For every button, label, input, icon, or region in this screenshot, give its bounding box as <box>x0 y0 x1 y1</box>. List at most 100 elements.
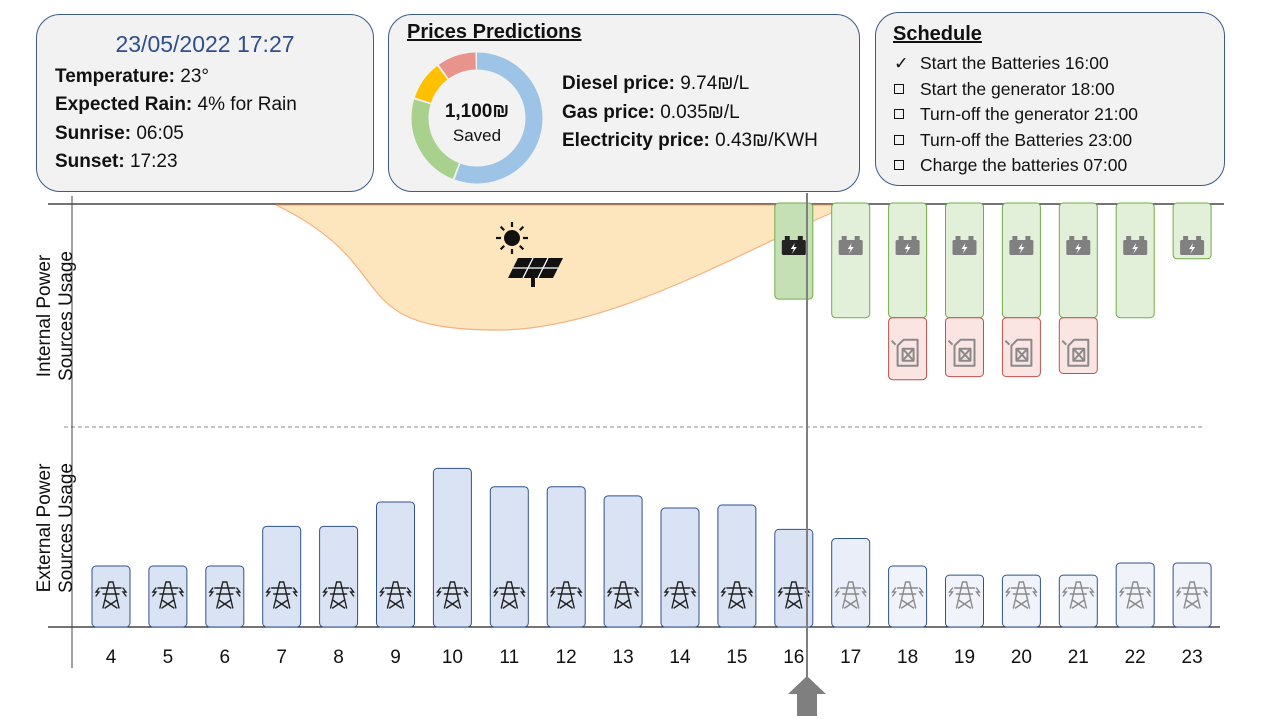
hour-tick-label: 6 <box>219 647 231 668</box>
hour-tick-label: 10 <box>441 647 463 668</box>
external-usage-bar <box>148 565 188 628</box>
internal-axis-title-line1: Internal Power <box>34 254 55 378</box>
hour-tick-label: 13 <box>612 647 634 668</box>
power-tower-icon <box>379 581 412 609</box>
prices-panel: Prices Predictions 1,100₪ Saved Diesel p… <box>388 14 860 192</box>
schedule-item: ✓ Start the Batteries 16:00 <box>894 53 1109 74</box>
power-tower-icon <box>492 581 526 609</box>
checkbox-icon <box>894 155 920 176</box>
external-usage-bar <box>319 525 359 628</box>
power-tower-icon <box>322 581 355 609</box>
hour-tick-label: 8 <box>333 647 344 668</box>
hour-tick-label: 21 <box>1067 647 1089 668</box>
diesel-price-row: Diesel price: 9.74₪/L <box>562 73 749 95</box>
rain-row: Expected Rain: 4% for Rain <box>55 94 297 116</box>
external-usage-bar <box>660 507 700 628</box>
power-tower-icon <box>606 581 640 609</box>
external-axis-title-line1: External Power <box>34 463 55 593</box>
external-usage-bar <box>1058 574 1098 628</box>
hour-tick-label: 15 <box>726 647 748 668</box>
hour-tick-label: 17 <box>840 647 862 668</box>
fuel-can-icon <box>947 338 976 367</box>
donut-segment <box>411 52 543 184</box>
diesel-value: 9.74₪/L <box>680 73 750 94</box>
gas-price-row: Gas price: 0.035₪/L <box>562 102 740 124</box>
solar-production-area <box>275 204 851 331</box>
external-usage-bar <box>717 504 757 628</box>
hour-tick-label: 7 <box>276 647 287 668</box>
sunrise-label: Sunrise: <box>55 123 132 144</box>
rain-label: Expected Rain: <box>55 94 193 115</box>
electricity-label: Electricity price: <box>562 130 710 151</box>
schedule-panel: Schedule ✓ Start the Batteries 16:00 Start… <box>875 12 1225 186</box>
checkbox-icon <box>894 104 920 125</box>
external-usage-bar <box>262 525 302 628</box>
internal-axis-title-line2: Sources Usage <box>56 251 77 381</box>
external-usage-bar <box>376 501 415 628</box>
saved-label: Saved <box>453 126 501 145</box>
external-usage-bar <box>1172 562 1212 628</box>
external-axis-title-line2: Sources Usage <box>56 463 77 593</box>
battery-icon <box>1009 236 1034 255</box>
hour-tick-label: 19 <box>953 647 976 668</box>
sunset-value: 17:23 <box>129 151 178 172</box>
power-tower-icon <box>948 581 981 609</box>
fuel-can-icon <box>890 338 919 367</box>
hour-tick-label: 23 <box>1181 647 1203 668</box>
external-usage-bar <box>1115 562 1155 628</box>
battery-icon <box>838 236 863 255</box>
power-tower-icon <box>891 581 924 609</box>
battery-icon <box>781 236 806 255</box>
external-usage-bar <box>945 574 984 628</box>
gas-label: Gas price: <box>562 102 655 123</box>
schedule-title: Schedule <box>893 23 982 45</box>
weather-panel: 23/05/2022 17:27 Temperature: 23° Expect… <box>36 14 374 192</box>
battery-icon <box>895 236 920 255</box>
hour-tick-label: 18 <box>897 647 919 668</box>
hour-tick-label: 4 <box>105 647 117 668</box>
hour-tick-label: 20 <box>1010 647 1032 668</box>
external-usage-bar <box>774 528 814 628</box>
fuel-can-icon <box>1061 338 1090 367</box>
hour-tick-label: 22 <box>1124 647 1146 668</box>
hour-tick-label: 16 <box>783 647 805 668</box>
rain-suffix: for Rain <box>230 94 297 115</box>
schedule-item: Start the generator 18:00 <box>894 79 1115 100</box>
external-axis-title: External Power Sources Usage <box>34 428 78 628</box>
external-usage-bar <box>91 565 131 628</box>
external-usage-bar <box>205 565 245 628</box>
external-usage-bar <box>546 486 586 628</box>
external-usage-bar <box>489 486 529 628</box>
diesel-label: Diesel price: <box>562 73 675 94</box>
gas-value: 0.035₪/L <box>660 102 740 123</box>
power-tower-icon <box>265 581 299 609</box>
battery-usage-bar <box>1001 202 1041 319</box>
power-tower-icon <box>777 581 811 609</box>
internal-axis-title: Internal Power Sources Usage <box>34 216 78 416</box>
power-tower-icon <box>720 581 754 609</box>
sunset-label: Sunset: <box>55 151 125 172</box>
external-usage-bar <box>1001 574 1041 628</box>
power-tower-icon <box>1175 581 1209 609</box>
current-time-arrow-icon <box>788 676 826 716</box>
sunrise-row: Sunrise: 06:05 <box>55 123 184 145</box>
solar-panel-icon <box>508 257 563 287</box>
generator-usage-bar <box>945 317 984 378</box>
schedule-item: Charge the batteries 07:00 <box>894 155 1127 176</box>
battery-usage-bar <box>945 202 984 319</box>
schedule-item-text: Start the Batteries 16:00 <box>920 53 1109 73</box>
power-tower-icon <box>834 581 868 609</box>
checkmark-icon: ✓ <box>894 53 909 73</box>
schedule-item-text: Turn-off the generator 21:00 <box>920 104 1138 124</box>
checkbox-icon <box>894 79 920 100</box>
checkbox-icon <box>894 130 920 151</box>
electricity-value: 0.43₪/KWH <box>715 130 818 151</box>
battery-usage-bar <box>888 202 928 319</box>
hour-tick-label: 5 <box>162 647 174 668</box>
saved-amount: 1,100₪ <box>445 101 509 122</box>
temperature-label: Temperature: <box>55 66 176 87</box>
schedule-item-text: Turn-off the Batteries 23:00 <box>920 129 1133 150</box>
fuel-can-icon <box>1004 338 1033 367</box>
power-tower-icon <box>94 581 128 609</box>
